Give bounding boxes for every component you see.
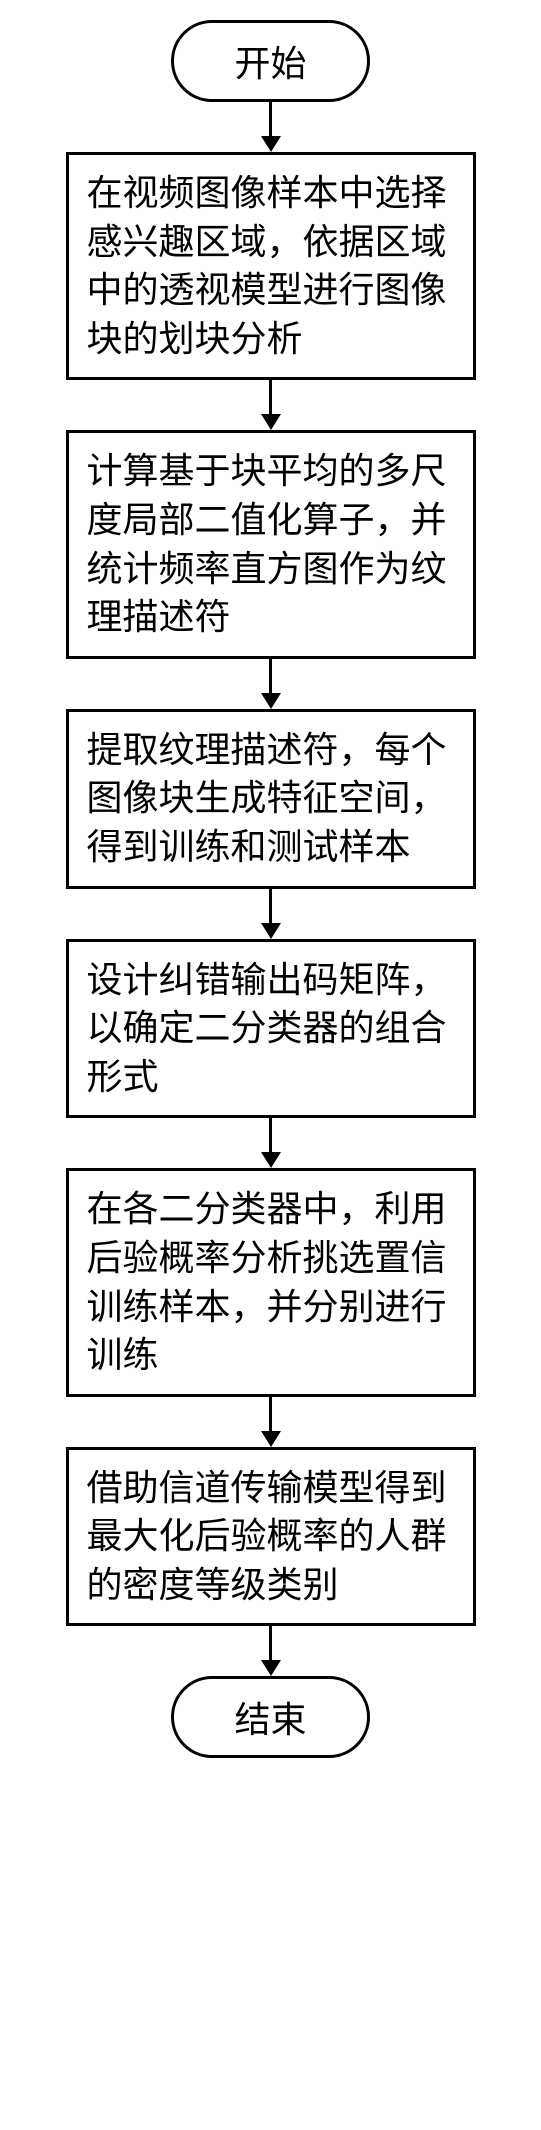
step3-label: 提取纹理描述符，每个图像块生成特征空间，得到训练和测试样本 xyxy=(87,730,447,867)
process-step-4: 设计纠错输出码矩阵，以确定二分类器的组合形式 xyxy=(66,939,476,1119)
end-terminal: 结束 xyxy=(171,1676,369,1758)
process-step-2: 计算基于块平均的多尺度局部二值化算子，并统计频率直方图作为纹理描述符 xyxy=(66,430,476,658)
arrow-line xyxy=(269,1118,272,1152)
arrow xyxy=(261,380,281,430)
step6-label: 借助信道传输模型得到最大化后验概率的人群的密度等级类别 xyxy=(87,1468,447,1605)
arrow-line xyxy=(269,380,272,414)
arrow-head xyxy=(261,414,281,430)
start-terminal: 开始 xyxy=(171,20,369,102)
arrow-line xyxy=(269,889,272,923)
arrow xyxy=(261,102,281,152)
arrow-head xyxy=(261,1660,281,1676)
arrow xyxy=(261,1397,281,1447)
process-step-6: 借助信道传输模型得到最大化后验概率的人群的密度等级类别 xyxy=(66,1447,476,1627)
process-step-3: 提取纹理描述符，每个图像块生成特征空间，得到训练和测试样本 xyxy=(66,709,476,889)
arrow-head xyxy=(261,1152,281,1168)
start-label: 开始 xyxy=(234,44,306,84)
arrow-head xyxy=(261,693,281,709)
arrow-head xyxy=(261,923,281,939)
step5-label: 在各二分类器中，利用后验概率分析挑选置信训练样本，并分别进行训练 xyxy=(87,1189,447,1375)
end-label: 结束 xyxy=(234,1700,306,1740)
step1-label: 在视频图像样本中选择感兴趣区域，依据区域中的透视模型进行图像块的划块分析 xyxy=(87,173,447,359)
step2-label: 计算基于块平均的多尺度局部二值化算子，并统计频率直方图作为纹理描述符 xyxy=(87,451,447,637)
arrow xyxy=(261,889,281,939)
step4-label: 设计纠错输出码矩阵，以确定二分类器的组合形式 xyxy=(87,960,447,1097)
process-step-1: 在视频图像样本中选择感兴趣区域，依据区域中的透视模型进行图像块的划块分析 xyxy=(66,152,476,380)
flowchart-container: 开始 在视频图像样本中选择感兴趣区域，依据区域中的透视模型进行图像块的划块分析 … xyxy=(0,20,541,1758)
process-step-5: 在各二分类器中，利用后验概率分析挑选置信训练样本，并分别进行训练 xyxy=(66,1168,476,1396)
arrow-line xyxy=(269,102,272,136)
arrow xyxy=(261,659,281,709)
arrow-line xyxy=(269,1397,272,1431)
arrow xyxy=(261,1626,281,1676)
arrow xyxy=(261,1118,281,1168)
arrow-head xyxy=(261,136,281,152)
arrow-line xyxy=(269,1626,272,1660)
arrow-head xyxy=(261,1431,281,1447)
arrow-line xyxy=(269,659,272,693)
